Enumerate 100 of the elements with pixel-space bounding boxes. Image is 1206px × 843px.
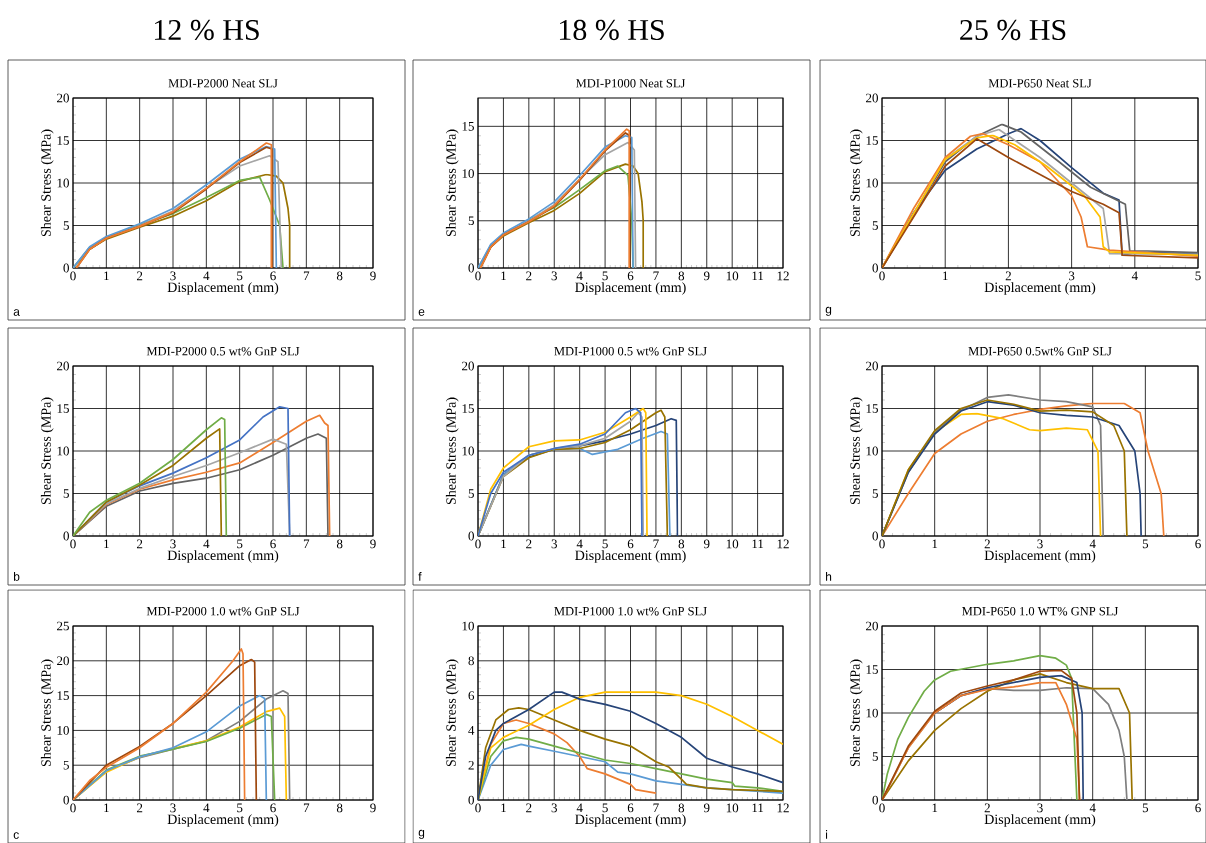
x-tick-label: 12 [777, 539, 789, 549]
y-tick-label: 20 [866, 621, 878, 631]
x-tick-label: 7 [303, 271, 310, 281]
chart-title: MDI-P2000 0.5 wt% GnP SLJ [146, 346, 300, 356]
y-tick-label: 5 [872, 752, 878, 761]
y-tick-label: 0 [63, 263, 69, 273]
x-tick-label: 9 [703, 271, 710, 281]
y-tick-label: 5 [468, 489, 474, 498]
x-tick-label: 0 [879, 539, 885, 549]
x-axis-title: Displacement (mm) [575, 550, 686, 563]
x-tick-label: 5 [602, 271, 608, 281]
y-tick-label: 10 [866, 446, 878, 456]
y-axis-title: Shear Stress (MPa) [849, 397, 863, 505]
x-tick-label: 0 [70, 803, 76, 813]
y-tick-label: 5 [872, 221, 878, 230]
y-axis-title: Shear Stress (MPa) [445, 397, 459, 505]
x-tick-label: 1 [932, 539, 938, 549]
y-tick-label: 25 [57, 621, 69, 631]
y-tick-label: 10 [57, 178, 69, 188]
x-tick-label: 1 [501, 803, 506, 813]
y-tick-label: 0 [63, 531, 69, 541]
x-tick-label: 11 [752, 539, 764, 549]
chart-title: MDI-P650 0.5wt% GnP SLJ [968, 346, 1112, 356]
y-tick-label: 15 [57, 404, 69, 413]
x-tick-label: 9 [370, 803, 376, 813]
y-tick-label: 5 [63, 221, 69, 230]
y-axis-title: Shear Stress (MPa) [445, 659, 459, 767]
y-tick-label: 15 [866, 665, 878, 674]
x-tick-label: 4 [576, 803, 583, 813]
x-tick-label: 1 [104, 803, 109, 813]
chart-subtitle: 12 % HS [154, 19, 259, 41]
x-tick-label: 11 [752, 271, 764, 281]
x-tick-label: 1 [501, 271, 506, 281]
y-tick-label: 20 [57, 361, 69, 371]
x-tick-label: 9 [370, 539, 376, 549]
x-tick-label: 1 [501, 539, 506, 549]
chart-title: MDI-P1000 0.5 wt% GnP SLJ [554, 346, 707, 356]
x-tick-label: 8 [336, 271, 343, 281]
y-tick-label: 10 [866, 178, 878, 188]
x-tick-label: 6 [270, 539, 276, 549]
y-tick-label: 8 [468, 656, 474, 666]
x-axis-title: Displacement (mm) [167, 814, 279, 827]
x-tick-label: 4 [203, 539, 210, 549]
y-tick-label: 15 [462, 121, 474, 131]
x-tick-label: 6 [627, 271, 634, 281]
x-tick-label: 2 [526, 803, 532, 813]
x-tick-label: 5 [1195, 271, 1201, 281]
x-tick-label: 4 [1089, 539, 1096, 549]
y-tick-label: 15 [57, 691, 69, 700]
text: c [13, 832, 19, 839]
x-tick-label: 6 [1195, 539, 1201, 549]
y-axis-title: Shear Stress (MPa) [40, 397, 54, 505]
x-tick-label: 8 [336, 539, 343, 549]
x-tick-label: 7 [653, 271, 659, 281]
x-tick-label: 3 [170, 539, 176, 549]
text: g [825, 306, 832, 316]
x-tick-label: 2 [1005, 271, 1011, 281]
text: i [826, 830, 828, 839]
x-tick-label: 8 [678, 539, 685, 549]
x-tick-label: 6 [1195, 803, 1201, 813]
x-tick-label: 7 [303, 539, 310, 549]
x-tick-label: 4 [1089, 803, 1096, 813]
x-tick-label: 5 [1142, 803, 1149, 813]
x-tick-label: 1 [104, 271, 109, 281]
x-tick-label: 9 [370, 271, 376, 281]
x-tick-label: 0 [70, 539, 76, 549]
x-tick-label: 5 [237, 803, 243, 813]
x-axis-title: Displacement (mm) [575, 282, 686, 295]
chart-subtitle: 18 % HS [559, 19, 664, 41]
x-tick-label: 6 [627, 803, 634, 813]
y-tick-label: 20 [866, 361, 878, 371]
x-tick-label: 4 [1131, 271, 1138, 281]
x-tick-label: 1 [943, 271, 948, 281]
y-axis-title: Shear Stress (MPa) [849, 659, 863, 767]
x-tick-label: 0 [879, 271, 885, 281]
x-tick-label: 0 [70, 271, 76, 281]
text: a [13, 309, 20, 316]
x-tick-label: 5 [602, 539, 608, 549]
chart-title: MDI-P2000 Neat SLJ [168, 79, 278, 88]
chart-title: MDI-P1000 1.0 wt% GnP SLJ [554, 606, 707, 616]
x-tick-label: 1 [932, 803, 938, 813]
x-tick-label: 8 [336, 803, 343, 813]
text: g [418, 829, 425, 839]
x-tick-label: 2 [526, 271, 532, 281]
x-tick-label: 7 [653, 539, 659, 549]
x-tick-label: 7 [303, 803, 310, 813]
chart-title: MDI-P650 Neat SLJ [988, 79, 1092, 88]
text: b [13, 572, 20, 581]
y-tick-label: 6 [468, 691, 475, 700]
y-tick-label: 15 [866, 404, 878, 413]
x-tick-label: 4 [576, 271, 583, 281]
x-tick-label: 2 [136, 539, 143, 549]
y-tick-label: 5 [63, 760, 69, 770]
text: f [418, 572, 422, 581]
x-tick-label: 6 [270, 803, 276, 813]
y-tick-label: 0 [872, 795, 878, 805]
y-axis-title: Shear Stress (MPa) [40, 129, 54, 237]
y-tick-label: 0 [468, 531, 474, 541]
x-tick-label: 12 [777, 803, 789, 813]
y-axis-title: Shear Stress (MPa) [849, 129, 863, 237]
